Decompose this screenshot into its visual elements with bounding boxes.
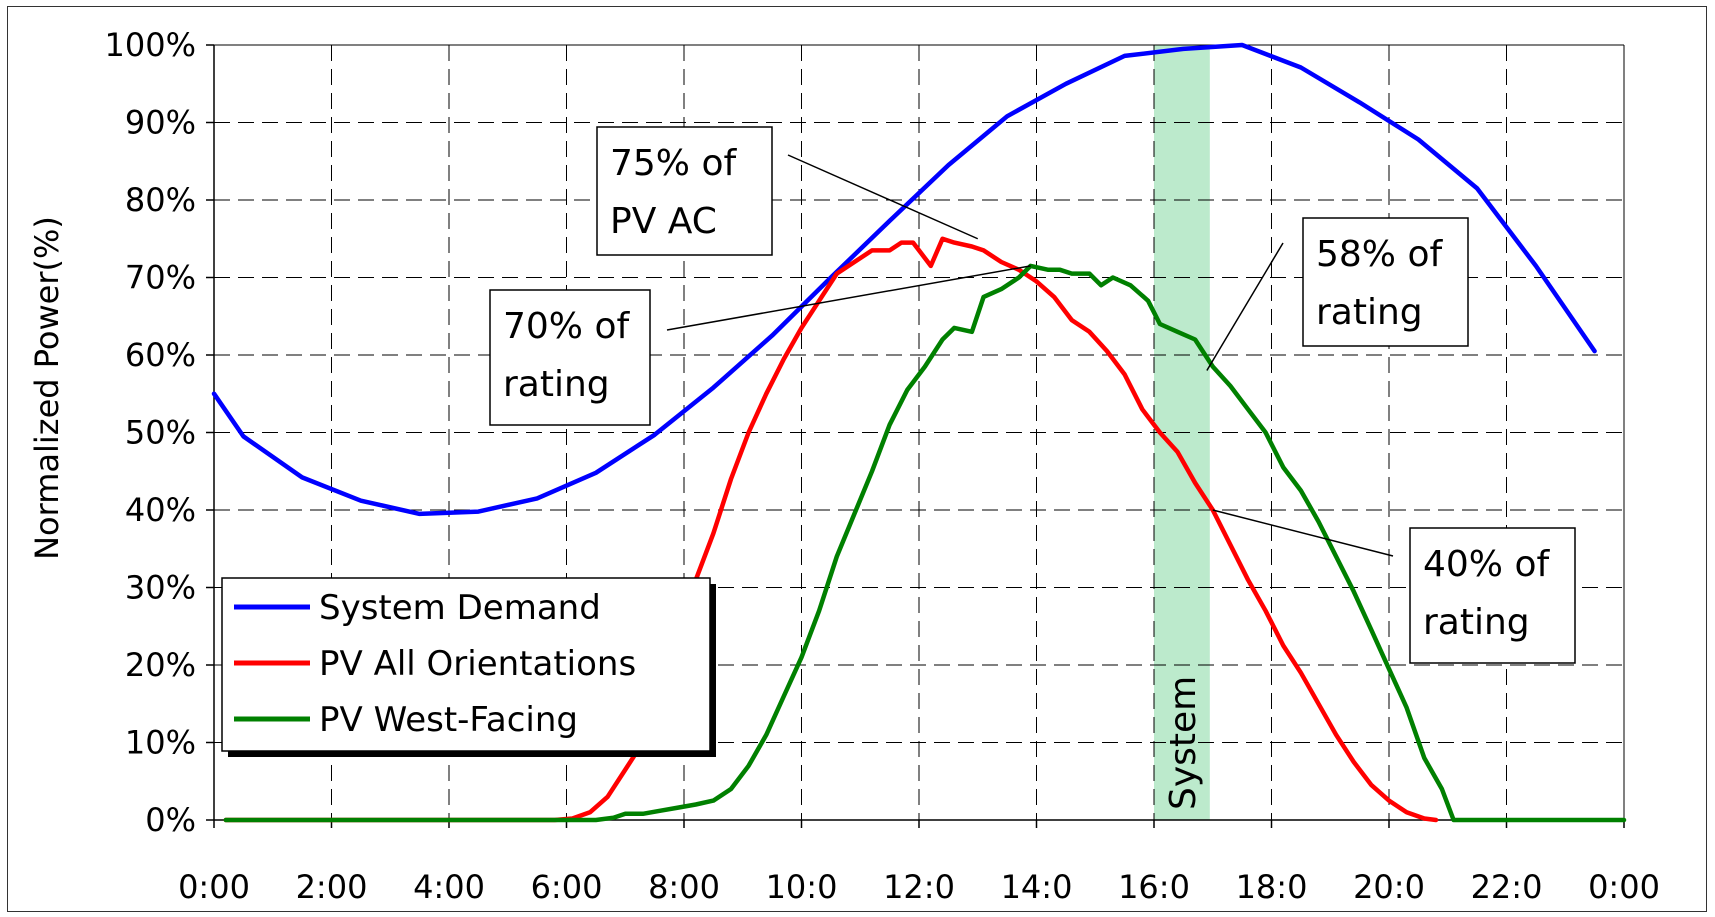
x-tick-label: 0:00 (1588, 868, 1660, 906)
annotation-box (596, 126, 773, 256)
x-tick-label: 8:00 (648, 868, 720, 906)
y-tick-label: 0% (145, 801, 196, 839)
series-line-0 (211, 42, 1597, 517)
x-tick-label: 22:0 (1471, 868, 1543, 906)
legend-layer: System Demand PV All Orientations PV West-… (221, 577, 716, 757)
x-tick-label: 10:0 (766, 868, 838, 906)
chart-frame (7, 6, 1707, 912)
annotation-leader (666, 265, 1031, 331)
annotation-leader (787, 154, 979, 240)
x-tick-label: 16:0 (1118, 868, 1190, 906)
annotation-box (1409, 527, 1576, 664)
x-tick-label: 14:0 (1001, 868, 1073, 906)
y-tick-label: 100% (105, 26, 196, 64)
legend-label: System Demand (319, 588, 601, 628)
annotation-leader (1206, 242, 1284, 371)
annotation-layer: 75% of PV AC 70% of rating 58% of rating 40% o… (489, 126, 1576, 664)
annotation-box (489, 289, 651, 426)
annotation-text: rating (503, 364, 610, 405)
x-tick-label: 4:00 (413, 868, 485, 906)
y-tick-label: 60% (125, 336, 196, 374)
y-tick-label: 70% (125, 259, 196, 297)
annotation-text: PV AC (610, 201, 717, 242)
annotation-text: 75% of (610, 143, 737, 184)
annotation-text: 70% of (503, 306, 630, 347)
y-tick-label: 20% (125, 646, 196, 684)
annotation-text: 40% of (1423, 544, 1550, 585)
y-tick-label: 30% (125, 569, 196, 607)
x-tick-label: 0:00 (178, 868, 250, 906)
y-tick-label: 80% (125, 181, 196, 219)
y-tick-label: 40% (125, 491, 196, 529)
x-tick-label: 2:00 (296, 868, 368, 906)
annotation-leader (1212, 509, 1394, 557)
y-tick-label: 90% (125, 104, 196, 142)
annotation-text: 58% of (1316, 234, 1443, 275)
annotation-box (1302, 217, 1469, 347)
x-tick-label: 18:0 (1236, 868, 1308, 906)
x-tick-label: 20:0 (1353, 868, 1425, 906)
y-axis-label: Normalized Power(%) (28, 216, 66, 560)
annotation-text: rating (1423, 602, 1530, 643)
annotation-text: rating (1316, 292, 1423, 333)
axis-layer: 0% 10% 20% 30% 40% 50% 60% 70% 80% 90% 100% 0:00 2:0… (105, 26, 1660, 906)
legend-label: PV All Orientations (319, 644, 636, 684)
y-tick-label: 50% (125, 414, 196, 452)
y-tick-label: 10% (125, 724, 196, 762)
x-tick-label: 6:00 (531, 868, 603, 906)
legend-label: PV West-Facing (319, 700, 578, 740)
x-tick-label: 12:0 (883, 868, 955, 906)
